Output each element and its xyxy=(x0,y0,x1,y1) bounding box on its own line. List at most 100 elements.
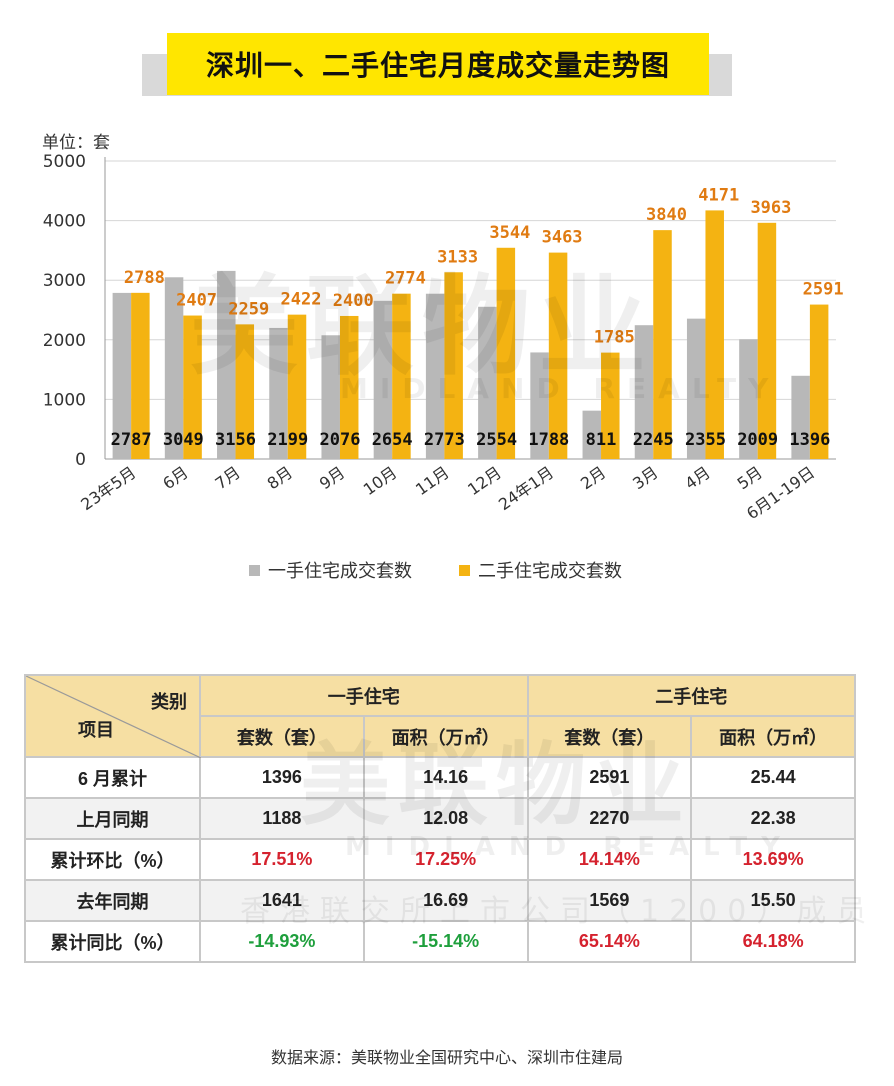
bar-primary xyxy=(269,327,288,459)
table-row: 累计同比（%） -14.93% -15.14% 65.14% 64.18% xyxy=(24,920,856,963)
sub-header: 套数（套） xyxy=(199,715,365,758)
table-cell: 1641 xyxy=(199,879,365,922)
x-tick-label: 9月 xyxy=(316,463,348,494)
data-label-primary: 2009 xyxy=(737,430,778,450)
chart-title: 深圳一、二手住宅月度成交量走势图 xyxy=(205,49,670,82)
table-cell: 1396 xyxy=(199,756,365,799)
legend-swatch-primary xyxy=(249,564,260,576)
data-label-primary: 2554 xyxy=(476,430,517,450)
bar-secondary xyxy=(601,352,620,459)
table-cell-pct: 65.14% xyxy=(526,920,693,963)
data-label-primary: 2773 xyxy=(424,430,465,450)
bar-secondary xyxy=(653,230,672,459)
table-corner-cell: 类别 项目 xyxy=(24,674,201,758)
legend-item-primary: 一手住宅成交套数 xyxy=(249,557,412,583)
legend-swatch-secondary xyxy=(459,564,470,576)
sub-header: 套数（套） xyxy=(526,715,693,758)
bar-primary xyxy=(582,410,602,459)
corner-bottom-label: 项目 xyxy=(78,720,114,740)
bar-primary xyxy=(739,339,758,459)
table-cell-pct: -15.14% xyxy=(362,920,529,963)
y-tick-label: 0 xyxy=(75,450,86,470)
data-label-secondary: 3133 xyxy=(437,247,478,267)
row-label: 累计环比（%） xyxy=(24,838,201,881)
table-header-row-groups: 类别 项目 一手住宅 二手住宅 xyxy=(24,674,856,758)
bar-secondary xyxy=(705,210,724,459)
bar-secondary xyxy=(757,222,777,459)
x-tick-label: 7月 xyxy=(211,463,243,494)
table-cell: 16.69 xyxy=(362,879,529,922)
data-label-secondary: 1785 xyxy=(594,328,635,348)
sub-header: 面积（万㎡） xyxy=(690,715,856,758)
table-cell: 2591 xyxy=(526,756,693,799)
bar-primary xyxy=(217,270,236,459)
bar-secondary xyxy=(287,314,307,459)
legend-item-secondary: 二手住宅成交套数 xyxy=(459,557,622,583)
data-label-secondary: 2407 xyxy=(176,291,217,311)
data-label-primary: 2076 xyxy=(319,430,360,450)
x-tick-label: 24年1月 xyxy=(495,463,557,514)
bar-primary xyxy=(321,335,340,459)
data-label-secondary: 3963 xyxy=(750,198,791,218)
x-tick-label: 3月 xyxy=(629,463,661,494)
data-label-secondary: 2788 xyxy=(124,268,165,288)
bar-secondary xyxy=(548,252,568,459)
bar-primary xyxy=(164,277,184,459)
data-label-secondary: 2591 xyxy=(803,280,844,300)
data-label-secondary: 2774 xyxy=(385,269,426,289)
bar-secondary xyxy=(235,324,255,459)
bar-primary xyxy=(530,352,549,459)
bar-primary xyxy=(634,325,654,459)
x-tick-label: 6月 xyxy=(159,463,191,494)
x-tick-label: 4月 xyxy=(681,463,713,494)
row-label: 6 月累计 xyxy=(24,756,201,799)
bar-secondary xyxy=(496,247,516,459)
row-label: 上月同期 xyxy=(24,797,201,840)
data-label-secondary: 2400 xyxy=(333,291,374,311)
data-label-primary: 2787 xyxy=(111,430,152,450)
table-cell: 1569 xyxy=(526,879,693,922)
row-label: 去年同期 xyxy=(24,879,201,922)
bar-secondary xyxy=(809,304,829,459)
y-tick-label: 3000 xyxy=(43,271,86,291)
data-label-primary: 2654 xyxy=(372,430,413,450)
data-label-secondary: 2259 xyxy=(228,299,269,319)
data-source: 数据来源：美联物业全国研究中心、深圳市住建局 xyxy=(270,1048,623,1067)
legend-label-secondary: 二手住宅成交套数 xyxy=(478,561,622,582)
bar-secondary xyxy=(183,315,202,459)
corner-top-label: 类别 xyxy=(151,692,187,712)
bar-primary xyxy=(478,306,497,459)
data-label-primary: 2199 xyxy=(267,430,308,450)
data-label-primary: 1396 xyxy=(789,430,830,450)
table-cell: 15.50 xyxy=(690,879,856,922)
y-tick-label: 5000 xyxy=(43,152,86,172)
table-cell-pct: 13.69% xyxy=(690,838,856,881)
table-header-row-subs: 套数（套） 面积（万㎡） 套数（套） 面积（万㎡） xyxy=(25,715,856,758)
data-label-secondary: 4171 xyxy=(698,185,739,205)
x-tick-label: 2月 xyxy=(577,463,609,494)
data-label-primary: 2245 xyxy=(633,430,674,450)
bar-secondary xyxy=(392,293,411,459)
data-label-secondary: 3463 xyxy=(542,228,583,248)
data-label-primary: 2355 xyxy=(685,430,726,450)
bar-secondary xyxy=(444,272,463,459)
table-cell-pct: 64.18% xyxy=(690,920,856,963)
bar-primary xyxy=(791,375,810,459)
table-cell: 14.16 xyxy=(362,756,529,799)
data-table: 类别 项目 一手住宅 二手住宅 套数（套） 面积（万㎡） 套数（套） 面积（万㎡… xyxy=(24,674,856,963)
bar-primary xyxy=(373,300,393,459)
bar-chart: 0 1000 2000 3000 4000 5000 2788 2787 23年5月 2407 30… xyxy=(43,152,844,523)
bar-secondary xyxy=(131,292,150,459)
data-label-primary: 811 xyxy=(586,430,617,450)
table-row: 累计环比（%） 17.51% 17.25% 14.14% 13.69% xyxy=(24,838,856,881)
table-cell: 25.44 xyxy=(690,756,856,799)
data-label-secondary: 3544 xyxy=(489,223,530,243)
group-header-secondary: 二手住宅 xyxy=(526,674,856,717)
table-cell-pct: 17.25% xyxy=(362,838,529,881)
table-cell-pct: -14.93% xyxy=(199,920,365,963)
bar-primary xyxy=(425,293,445,459)
table-cell-pct: 17.51% xyxy=(199,838,365,881)
x-tick-label: 5月 xyxy=(734,463,766,494)
bar-primary xyxy=(686,318,706,459)
unit-label: 单位：套 xyxy=(42,133,110,153)
